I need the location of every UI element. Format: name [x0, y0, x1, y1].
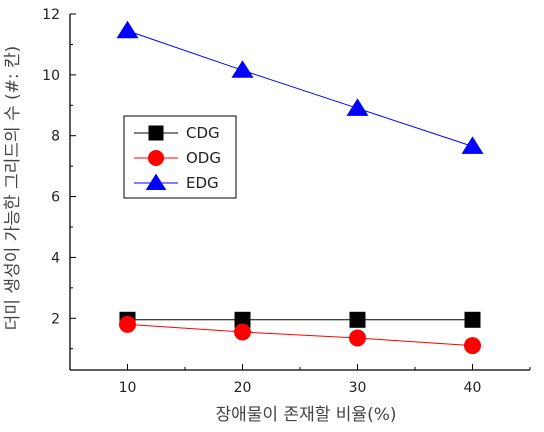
point-edg: [461, 136, 484, 154]
point-edg: [231, 60, 254, 78]
y-tick-label: 8: [51, 129, 60, 145]
point-edg: [116, 20, 139, 39]
legend-label-edg: EDG: [186, 174, 219, 192]
point-odg: [349, 329, 366, 347]
legend-marker-odg: [148, 150, 164, 166]
point-cdg: [234, 311, 251, 328]
tick-marks: [69, 13, 531, 370]
legend-label-cdg: CDG: [186, 124, 220, 142]
point-odg: [464, 337, 481, 355]
legend-label-odg: ODG: [186, 149, 221, 167]
point-cdg: [464, 311, 481, 328]
legend-marker-cdg: [148, 125, 164, 141]
x-tick-label: 20: [234, 380, 252, 396]
series-markers: [116, 20, 484, 355]
series-line-odg: [127, 323, 473, 347]
x-tick-label: 10: [119, 380, 137, 396]
point-edg: [346, 98, 369, 116]
series-lines: [127, 30, 473, 347]
x-axis-label: 장애물이 존재할 비율(%): [216, 405, 397, 425]
point-odg: [119, 315, 136, 333]
y-tick-label: 2: [51, 311, 60, 327]
y-tick-labels: 2 4 6 8 10 12: [42, 7, 60, 327]
y-axis-label: 더미 생성이 가능한 그리드의 수 (#: 칸): [3, 46, 23, 331]
y-tick-label: 4: [51, 250, 60, 266]
x-tick-label: 30: [349, 380, 367, 396]
legend: CDG ODG EDG: [123, 115, 237, 199]
point-odg: [234, 323, 251, 341]
y-tick-label: 6: [51, 190, 60, 206]
x-tick-label: 40: [464, 380, 482, 396]
point-cdg: [349, 311, 366, 328]
y-tick-label: 12: [42, 7, 60, 23]
x-tick-labels: 10 20 30 40: [119, 380, 482, 396]
legend-marker-edg: [145, 173, 167, 191]
series-line-edg: [127, 30, 473, 147]
legend-box: [123, 115, 237, 199]
y-tick-label: 10: [42, 68, 60, 84]
